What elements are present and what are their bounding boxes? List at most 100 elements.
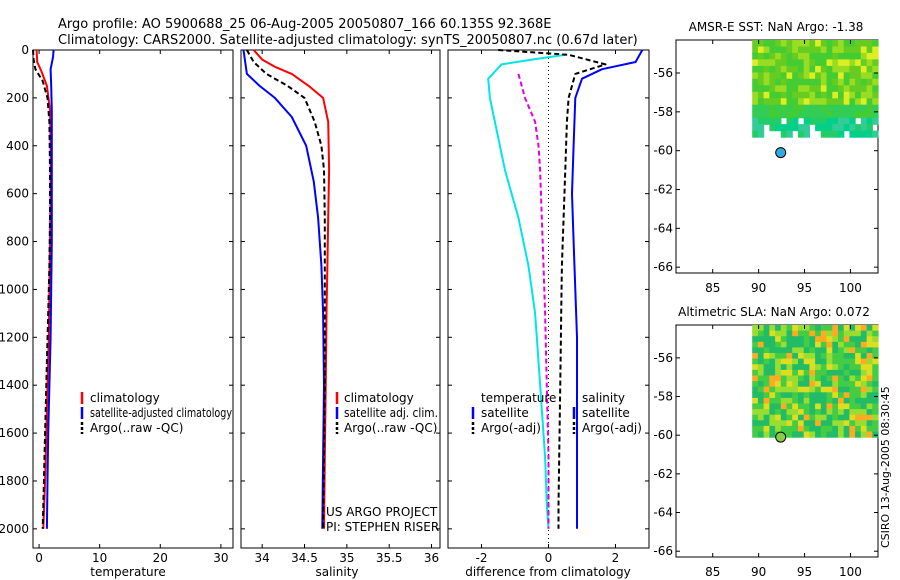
sla-field-cell <box>855 431 862 438</box>
sst-field-cell <box>780 40 788 48</box>
sla-field-cell <box>809 392 816 399</box>
sst-field-cell <box>786 59 793 67</box>
sst-lon-label: 100 <box>839 281 862 295</box>
sla-field-cell <box>809 336 816 343</box>
sst-field-cell <box>809 117 816 125</box>
sla-field-cell <box>775 353 782 360</box>
sst-field-cell <box>820 52 828 60</box>
sst-field-cell <box>763 46 770 54</box>
sla-field-cell <box>872 369 879 377</box>
sst-field-cell <box>872 40 879 48</box>
sst-field-cell <box>775 104 782 112</box>
sst-field-cell <box>763 98 770 106</box>
sla-field-cell <box>786 353 793 360</box>
sla-field-cell <box>792 325 799 332</box>
temperature-xtick-label: 20 <box>153 551 168 565</box>
sst-field-cell <box>757 91 765 99</box>
sla-field-cell <box>780 341 788 348</box>
sst-field-cell <box>798 124 805 132</box>
sla-field-cell <box>820 409 828 416</box>
sla-field-cell <box>757 369 765 377</box>
sla-field-cell <box>769 336 776 343</box>
sla-field-cell <box>815 330 822 337</box>
sla-field-cell <box>872 353 879 360</box>
sst-field-cell <box>872 52 879 60</box>
sst-field-cell <box>872 130 879 138</box>
sla-field-cell <box>757 347 765 354</box>
sst-field-cell <box>775 52 782 60</box>
sla-field-cell <box>815 425 822 433</box>
sla-field-cell <box>872 403 879 410</box>
sla-field-cell <box>752 381 759 388</box>
sla-field-cell <box>780 381 788 388</box>
sla-field-cell <box>872 341 879 348</box>
sla-field-cell <box>826 431 833 438</box>
sst-field-cell <box>838 52 845 60</box>
sla-field-cell <box>849 369 856 377</box>
sst-field-cell <box>866 59 873 67</box>
sla-field-cell <box>803 425 810 433</box>
sla-field-cell <box>757 381 765 388</box>
sla-field-cell <box>855 353 862 360</box>
sst-field-cell <box>832 78 839 86</box>
sst-field-cell <box>792 40 799 48</box>
sst-field-cell <box>866 72 873 80</box>
sst-field-cell <box>872 46 879 54</box>
sst-field-cell <box>752 72 759 80</box>
sla-field-cell <box>866 369 873 377</box>
sst-field-cell <box>826 98 833 106</box>
sla-field-cell <box>763 358 770 365</box>
sla-field-cell <box>798 336 805 343</box>
sla-field-cell <box>815 358 822 365</box>
sst-field-cell <box>820 59 828 67</box>
sla-field-cell <box>820 325 828 332</box>
project-annotation: US ARGO PROJECT <box>326 505 438 519</box>
sst-field-cell <box>763 117 770 125</box>
sla-field-cell <box>769 392 776 399</box>
sla-field-cell <box>752 392 759 399</box>
sst-field-cell <box>769 46 776 54</box>
legend-label-sal-satellite: satellite <box>582 406 630 420</box>
sla-field-cell <box>872 420 879 427</box>
difference-series-salinity-satellite <box>571 49 644 529</box>
sst-field-cell <box>769 78 776 86</box>
sla-field-cell <box>780 358 788 365</box>
sst-field-cell <box>849 130 856 138</box>
legend-label-argo: Argo(..raw -QC) <box>90 421 183 435</box>
sst-field-cell <box>803 124 810 132</box>
sla-field-cell <box>855 397 862 405</box>
sst-field-cell <box>820 130 828 138</box>
sla-field-cell <box>860 403 868 410</box>
temperature-axes <box>32 49 234 549</box>
sla-field-cell <box>815 409 822 416</box>
sst-field-cell <box>792 72 799 80</box>
sla-field-cell <box>832 425 839 433</box>
sst-lat-label: -62 <box>653 183 673 197</box>
sst-field-cell <box>815 72 822 80</box>
sst-field-cell <box>803 104 810 112</box>
sst-field-cell <box>752 130 759 138</box>
sla-field-cell <box>752 347 759 354</box>
sla-field-cell <box>809 341 816 348</box>
sst-field-cell <box>843 117 850 125</box>
sla-field-cell <box>826 414 833 421</box>
sla-field-cell <box>769 397 776 405</box>
sla-field-cell <box>855 336 862 343</box>
sst-field-cell <box>815 117 822 125</box>
sla-field-cell <box>849 364 856 371</box>
difference-xtick-label: 2 <box>612 551 620 565</box>
sla-field-cell <box>775 358 782 365</box>
sla-field-cell <box>809 420 816 427</box>
sst-field-cell <box>860 104 868 112</box>
sla-field-cell <box>798 341 805 348</box>
sla-field-cell <box>786 341 793 348</box>
sla-field-cell <box>792 375 799 382</box>
sst-field-cell <box>860 130 868 138</box>
sla-field-cell <box>803 392 810 399</box>
sla-field-cell <box>809 347 816 354</box>
sst-field-cell <box>803 130 810 138</box>
sst-field-cell <box>803 46 810 54</box>
sla-field-cell <box>826 403 833 410</box>
sst-field-cell <box>855 130 862 138</box>
